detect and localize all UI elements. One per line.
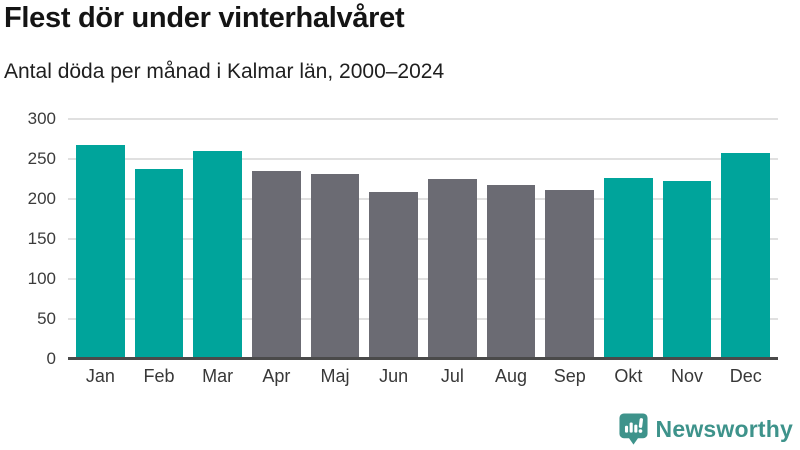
x-tick-label: Dec (729, 366, 762, 386)
brand-wordmark: Newsworthy (655, 415, 793, 442)
x-tick-label: Jul (440, 366, 464, 386)
x-tick-label: Mar (202, 366, 234, 386)
y-tick-label: 0 (46, 349, 56, 368)
gridline (68, 318, 778, 320)
x-tick-label: Okt (614, 366, 643, 386)
x-tick-label: Feb (143, 366, 175, 386)
bar-jul (428, 179, 477, 359)
gridline (68, 278, 778, 280)
x-tick-label: Jun (379, 366, 409, 386)
gridline (68, 238, 778, 240)
y-tick-label: 150 (27, 229, 56, 248)
gridline (68, 158, 778, 160)
gridline (68, 198, 778, 200)
y-tick-label: 300 (27, 109, 56, 128)
bar-aug (486, 185, 536, 359)
chart-subtitle: Antal döda per månad i Kalmar län, 2000–… (4, 60, 445, 83)
bar-dec (721, 153, 771, 359)
bar-jun (369, 191, 419, 359)
grid-layer (68, 118, 778, 359)
bars-layer (68, 119, 778, 359)
y-tick-label: 50 (37, 309, 56, 328)
x-tick-label: Apr (262, 366, 291, 386)
gridline (68, 118, 778, 120)
bar-okt (604, 178, 653, 359)
page-title: Flest dör under vinterhalvåret (4, 2, 405, 34)
speech-bubble-bar-chart-icon (618, 412, 649, 446)
bar-mar (193, 151, 243, 359)
x-tick-label: Sep (553, 366, 586, 386)
bar-feb (134, 169, 184, 359)
x-axis: Jan Feb Mar Apr Maj Jun Jul Aug Sep Okt Nov Dec (68, 366, 778, 387)
x-tick-label: Aug (495, 366, 528, 386)
x-tick-label: Jan (85, 366, 115, 386)
x-tick-label: Nov (671, 366, 704, 386)
bar-sep (545, 190, 595, 359)
y-tick-label: 250 (27, 149, 56, 168)
bar-apr (252, 171, 301, 359)
bar-nov (662, 181, 712, 359)
y-tick-label: 100 (27, 269, 56, 288)
y-axis: 0 50 100 150 200 250 300 (0, 109, 56, 368)
y-tick-label: 200 (27, 189, 56, 208)
x-axis-line (68, 357, 778, 360)
x-tick-label: Maj (320, 366, 350, 386)
bar-jan (76, 144, 125, 359)
bar-maj (310, 174, 360, 359)
newsworthy-logo: Newsworthy (618, 412, 793, 446)
